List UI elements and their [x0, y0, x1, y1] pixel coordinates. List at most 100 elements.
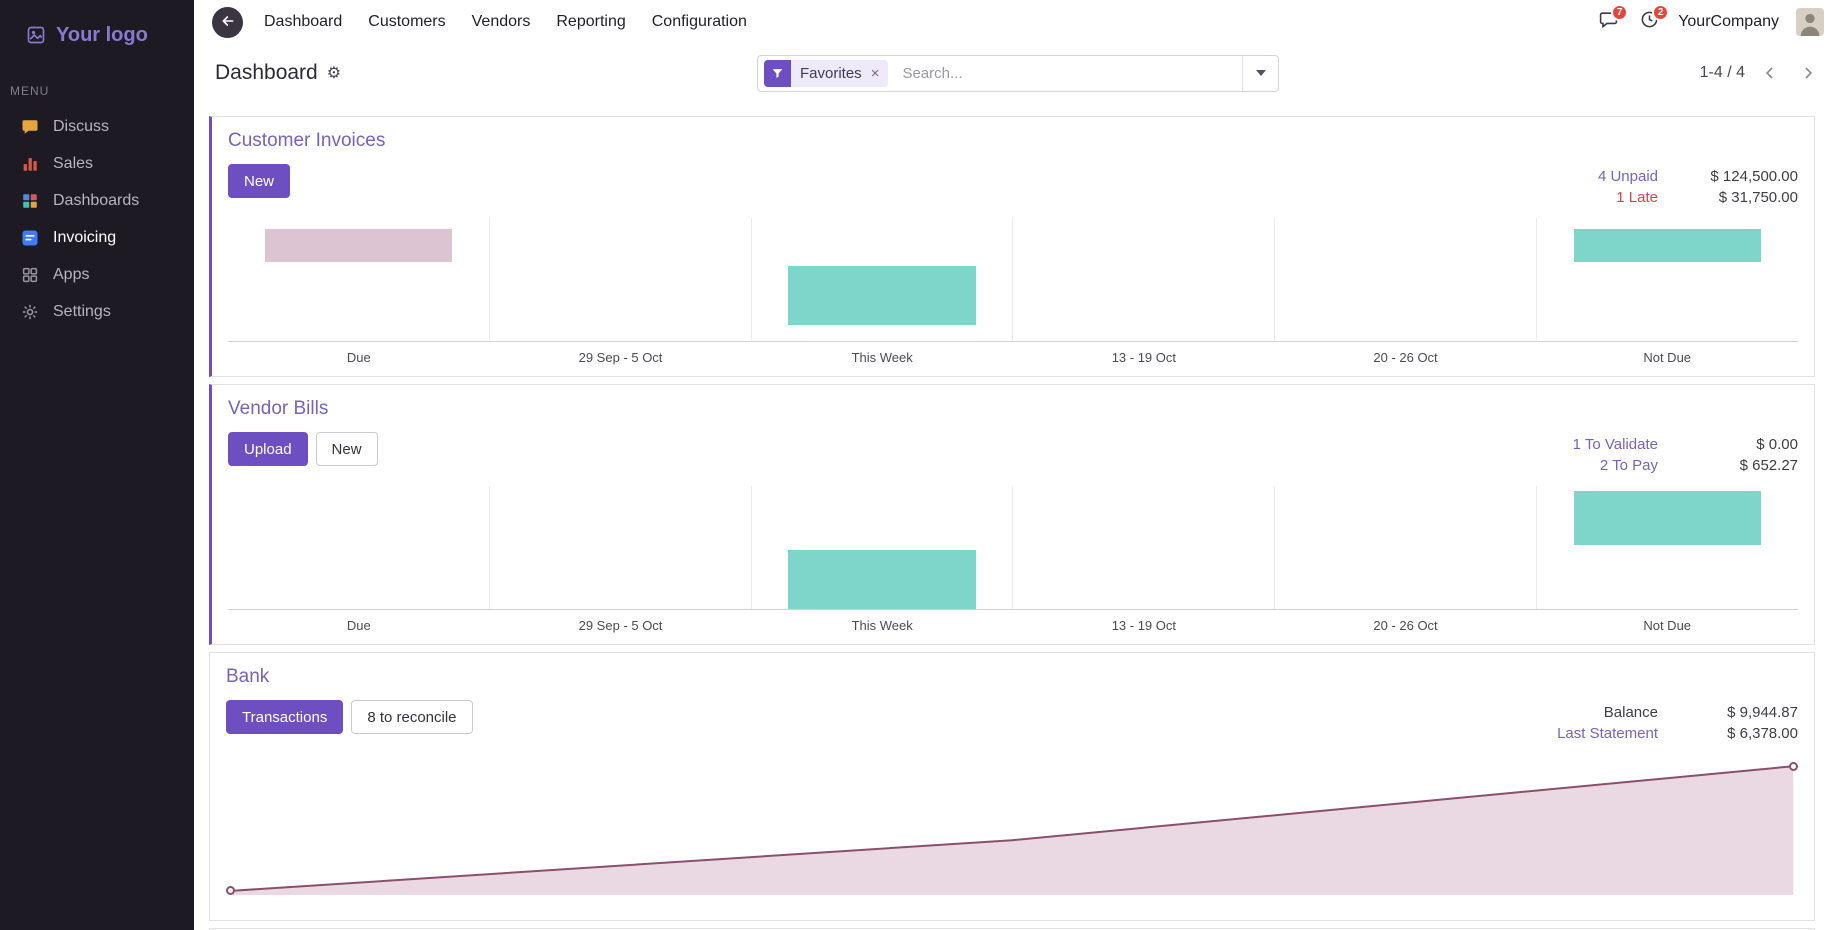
- sidebar-item-sales[interactable]: Sales: [0, 145, 194, 182]
- sidebar-item-label: Invoicing: [53, 228, 117, 246]
- unpaid-invoices-amount: $ 124,500.00: [1710, 168, 1798, 185]
- last-statement-amount: $ 6,378.00: [1727, 725, 1798, 742]
- company-name[interactable]: YourCompany: [1678, 13, 1779, 30]
- sidebar-item-label: Dashboards: [53, 191, 140, 209]
- nav-item-dashboard[interactable]: Dashboard: [264, 13, 343, 30]
- pager-prev-button[interactable]: [1757, 60, 1783, 86]
- user-avatar[interactable]: [1796, 8, 1824, 36]
- chart-column: [228, 218, 489, 341]
- invoicing-icon: [20, 228, 40, 248]
- nav-item-configuration[interactable]: Configuration: [651, 13, 747, 30]
- nav-item-vendors[interactable]: Vendors: [471, 13, 531, 30]
- pager-next-button[interactable]: [1795, 60, 1821, 86]
- chart-bar[interactable]: [1573, 490, 1762, 546]
- sidebar-item-label: Settings: [53, 302, 111, 320]
- sidebar-item-settings[interactable]: Settings: [0, 293, 194, 330]
- sidebar-item-label: Apps: [53, 265, 90, 283]
- back-button[interactable]: [212, 6, 243, 38]
- card-stats: 4 Unpaid $ 124,500.00 1 Late $ 31,750.00: [1598, 164, 1798, 208]
- new-bill-button[interactable]: New: [315, 432, 378, 466]
- late-invoices-link[interactable]: 1 Late: [1616, 189, 1658, 206]
- sidebar-item-label: Discuss: [53, 117, 110, 135]
- dashboard-gear-icon[interactable]: ⚙: [326, 65, 342, 82]
- area-chart-svg: [226, 758, 1798, 895]
- chart-category-label: This Week: [851, 350, 913, 365]
- sidebar-item-dashboards[interactable]: Dashboards: [0, 182, 194, 219]
- messages-button[interactable]: 7: [1596, 4, 1629, 34]
- chart-category-label: Not Due: [1643, 618, 1692, 633]
- bank-transactions-button[interactable]: Transactions: [226, 700, 344, 734]
- filter-funnel-icon: [764, 59, 791, 87]
- chart-column: [1274, 486, 1536, 609]
- chart-column: [750, 218, 1013, 341]
- bills-to-validate-link[interactable]: 1 To Validate: [1572, 436, 1658, 453]
- pager: 1-4 / 4: [1700, 60, 1821, 86]
- chart-category-label: 13 - 19 Oct: [1111, 618, 1176, 633]
- page-title: Dashboard: [215, 61, 318, 84]
- card-stats: 1 To Validate $ 0.00 2 To Pay $ 652.27: [1573, 432, 1798, 476]
- unpaid-invoices-link[interactable]: 4 Unpaid: [1597, 168, 1658, 185]
- chart-column: [488, 218, 751, 341]
- upload-bill-button[interactable]: Upload: [228, 432, 308, 466]
- chart-category-label: 29 Sep - 5 Oct: [578, 618, 663, 633]
- logo-text: Your logo: [56, 23, 148, 46]
- nav-item-reporting[interactable]: Reporting: [556, 13, 626, 30]
- chart-category-label: 13 - 19 Oct: [1111, 350, 1176, 365]
- chart-column: [750, 486, 1013, 609]
- card-partial: [209, 928, 1815, 930]
- card-bank: Bank Transactions 8 to reconcile Balance…: [209, 652, 1815, 921]
- discuss-icon: [20, 117, 40, 137]
- bills-to-pay-amount: $ 652.27: [1739, 457, 1798, 474]
- last-statement-link[interactable]: Last Statement: [1557, 725, 1658, 742]
- area-fill: [230, 766, 1794, 895]
- control-panel: Dashboard ⚙ Favorites × 1-4 / 4: [194, 44, 1842, 102]
- search-dropdown-toggle[interactable]: [1242, 55, 1278, 91]
- card-title-vendor-bills[interactable]: Vendor Bills: [228, 398, 329, 419]
- search-input[interactable]: [902, 64, 1242, 82]
- sidebar: Your logo MENU Discuss Sales Dashboards …: [0, 0, 194, 930]
- chart-bar[interactable]: [264, 229, 453, 263]
- top-menu: Dashboard Customers Vendors Reporting Co…: [251, 13, 760, 31]
- invoices-chart-labels: Due 29 Sep - 5 Oct This Week 13 - 19 Oct 20 …: [228, 350, 1798, 365]
- chart-category-label: 20 - 26 Oct: [1373, 618, 1438, 633]
- bills-to-pay-link[interactable]: 2 To Pay: [1599, 457, 1658, 474]
- apps-icon: [20, 265, 40, 285]
- activities-badge: 2: [1652, 4, 1670, 21]
- logo-icon: [26, 25, 46, 45]
- chart-bar[interactable]: [1573, 229, 1762, 263]
- facet-label: Favorites: [800, 64, 862, 82]
- topnav-right: 7 2 YourCompany: [1596, 4, 1824, 36]
- chart-category-label: Due: [346, 618, 371, 633]
- dashboard-content: Customer Invoices New 4 Unpaid $ 124,500…: [194, 102, 1842, 930]
- facet-remove-icon[interactable]: ×: [870, 64, 880, 82]
- messages-badge: 7: [1611, 4, 1629, 21]
- activities-button[interactable]: 2: [1637, 4, 1670, 34]
- bank-balance-label: Balance: [1603, 704, 1658, 721]
- chart-bar[interactable]: [788, 549, 976, 609]
- chart-category-label: Due: [346, 350, 371, 365]
- search-bar[interactable]: Favorites ×: [757, 54, 1279, 92]
- sidebar-item-discuss[interactable]: Discuss: [0, 108, 194, 145]
- stat-row: 4 Unpaid $ 124,500.00: [1598, 166, 1798, 187]
- caret-down-icon: [1255, 70, 1266, 76]
- chart-bar[interactable]: [788, 265, 976, 325]
- chart-column: [1536, 218, 1798, 341]
- reconcile-button[interactable]: 8 to reconcile: [351, 700, 473, 734]
- bills-chart-labels: Due 29 Sep - 5 Oct This Week 13 - 19 Oct 20 …: [228, 618, 1798, 633]
- sidebar-item-apps[interactable]: Apps: [0, 256, 194, 293]
- chart-column: [1536, 486, 1798, 609]
- stat-row: 2 To Pay $ 652.27: [1573, 455, 1798, 476]
- area-line: [231, 766, 1794, 891]
- nav-item-customers[interactable]: Customers: [368, 13, 446, 30]
- card-title-customer-invoices[interactable]: Customer Invoices: [228, 130, 386, 151]
- sidebar-item-invoicing[interactable]: Invoicing: [0, 219, 194, 256]
- favorites-facet[interactable]: Favorites ×: [764, 59, 889, 87]
- card-title-bank[interactable]: Bank: [226, 666, 270, 687]
- bills-bar-chart: [228, 486, 1798, 610]
- main-area: Dashboard Customers Vendors Reporting Co…: [194, 0, 1842, 930]
- new-invoice-button[interactable]: New: [228, 164, 291, 198]
- stat-row: Last Statement $ 6,378.00: [1557, 723, 1798, 744]
- sidebar-item-label: Sales: [53, 154, 94, 172]
- chart-endpoint-dot: [226, 886, 236, 896]
- app-logo[interactable]: Your logo: [0, 0, 194, 70]
